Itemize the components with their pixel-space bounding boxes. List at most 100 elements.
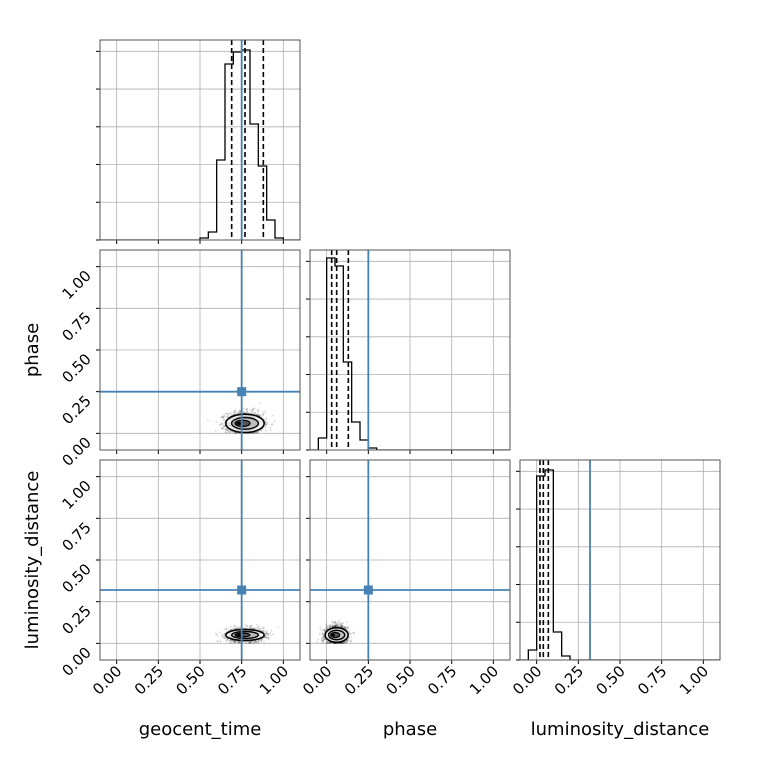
scatter-point	[345, 641, 348, 644]
scatter-point	[263, 640, 265, 643]
panel-phase-vs-luminosity-distance: 0.00 0.25 0.50 0.75 1.00	[299, 459, 511, 698]
scatter-point	[258, 640, 260, 643]
scatter-point	[322, 633, 324, 636]
x-tick-label: 0.50	[172, 662, 208, 698]
scatter-point	[343, 626, 346, 628]
scatter-point	[325, 640, 328, 643]
scatter-point	[335, 625, 338, 627]
y-axis-label-phase: phase	[22, 323, 43, 377]
scatter-point	[334, 622, 337, 625]
scatter-point	[236, 411, 238, 414]
scatter-point	[227, 412, 230, 415]
scatter-point	[246, 625, 249, 627]
y-tick-label: 0.50	[58, 560, 94, 596]
scatter-point	[346, 639, 349, 642]
scatter-point	[231, 640, 234, 643]
scatter-point	[225, 431, 227, 434]
scatter-point	[265, 635, 268, 638]
scatter-point	[325, 627, 328, 630]
scatter-point	[222, 415, 224, 418]
scatter-point	[252, 641, 255, 643]
scatter-point	[349, 631, 351, 634]
scatter-point	[261, 626, 264, 629]
scatter-point	[227, 430, 230, 432]
scatter-point	[225, 415, 228, 418]
scatter-point	[230, 430, 232, 433]
scatter-point	[262, 629, 265, 632]
x-tick-label: 0.00	[89, 662, 125, 698]
scatter-point	[319, 626, 322, 629]
scatter-point	[348, 633, 351, 636]
scatter-point	[215, 421, 218, 423]
scatter-point	[230, 639, 233, 642]
x-tick-label: 0.75	[634, 662, 670, 698]
scatter-point	[265, 421, 268, 424]
scatter-point	[321, 628, 324, 631]
scatter-point	[249, 624, 252, 627]
scatter-point	[251, 409, 254, 411]
scatter-point	[323, 638, 326, 641]
scatter-point	[229, 639, 232, 642]
panel-content	[310, 250, 510, 450]
scatter-point	[267, 637, 270, 639]
scatter-point	[337, 621, 340, 624]
scatter-point	[330, 620, 333, 622]
scatter-point	[248, 642, 251, 644]
scatter-point	[266, 630, 269, 632]
scatter-point	[322, 635, 325, 638]
scatter-point	[264, 636, 266, 639]
scatter-point	[256, 623, 259, 626]
scatter-point	[246, 410, 249, 413]
scatter-point	[319, 628, 322, 631]
scatter-point	[216, 640, 219, 642]
scatter-point	[233, 641, 236, 644]
scatter-point	[322, 639, 325, 642]
scatter-point	[327, 626, 330, 629]
truth-marker	[363, 585, 373, 595]
y-tick-label: 1.00	[58, 477, 94, 513]
scatter-point	[234, 432, 237, 435]
scatter-point	[245, 408, 248, 411]
x-axis-label-geocent-time: geocent_time	[139, 719, 262, 740]
scatter-point	[343, 626, 346, 629]
scatter-point	[216, 634, 219, 637]
density-peak	[331, 633, 335, 637]
scatter-point	[233, 627, 236, 630]
scatter-point	[334, 621, 337, 624]
scatter-point	[264, 636, 267, 638]
scatter-point	[239, 411, 242, 414]
panel-content	[100, 250, 300, 450]
scatter-point	[323, 628, 326, 631]
scatter-point	[328, 625, 331, 627]
x-tick-label: 0.50	[592, 662, 628, 698]
scatter-point	[239, 410, 242, 413]
scatter-point	[344, 627, 347, 630]
scatter-point	[326, 641, 329, 644]
scatter-point	[225, 639, 228, 642]
scatter-point	[252, 411, 254, 414]
scatter-point	[260, 415, 263, 418]
scatter-point	[346, 627, 349, 630]
scatter-point	[254, 640, 256, 643]
scatter-point	[233, 624, 236, 627]
scatter-point	[332, 621, 335, 624]
scatter-point	[267, 634, 270, 636]
scatter-point	[340, 623, 343, 626]
scatter-point	[228, 412, 231, 414]
scatter-point	[321, 633, 323, 636]
scatter-point	[344, 626, 347, 628]
scatter-point	[238, 409, 241, 412]
scatter-point	[248, 642, 251, 644]
scatter-point	[242, 407, 245, 410]
scatter-point	[256, 432, 259, 434]
scatter-point	[218, 424, 221, 426]
scatter-point	[255, 628, 258, 631]
scatter-point	[269, 632, 272, 634]
scatter-point	[254, 431, 256, 434]
scatter-point	[329, 624, 332, 626]
scatter-point	[249, 642, 252, 644]
scatter-point	[250, 624, 253, 627]
scatter-point	[337, 624, 339, 626]
scatter-point	[259, 415, 261, 417]
scatter-point	[216, 640, 219, 643]
